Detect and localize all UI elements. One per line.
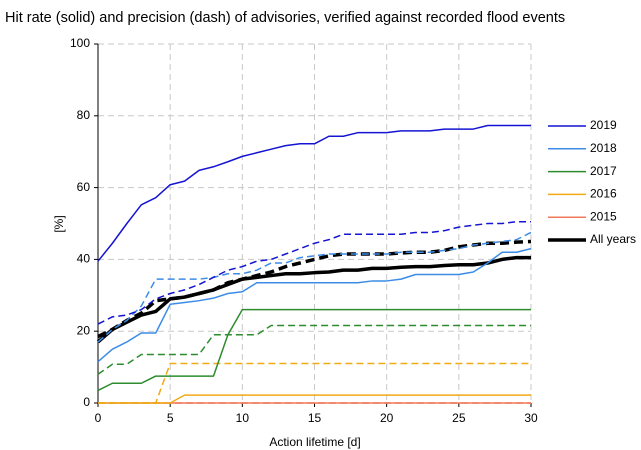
hit-rate-line: [97, 308, 531, 392]
hit-rate-line: [97, 247, 532, 363]
legend-label: All years: [590, 232, 636, 246]
y-tick-label: 20: [77, 323, 91, 337]
x-tick-label: 20: [380, 411, 394, 425]
x-tick-label: 15: [308, 411, 322, 425]
x-tick-label: 5: [167, 411, 174, 425]
precision-line: [97, 239, 532, 339]
x-tick-label: 30: [524, 411, 538, 425]
precision-line: [98, 362, 531, 404]
legend-label: 2015: [590, 209, 617, 223]
y-tick-label: 40: [77, 252, 91, 266]
y-tick-label: 100: [70, 36, 90, 50]
legend-label: 2019: [590, 118, 617, 132]
hit-rate-line: [96, 255, 531, 344]
legend-label: 2018: [590, 141, 617, 155]
hit-rate-line: [97, 124, 531, 262]
y-axis-label: [%]: [52, 215, 66, 232]
y-tick-label: 0: [83, 395, 90, 409]
precision-line: [97, 324, 531, 375]
chart-title: Hit rate (solid) and precision (dash) of…: [5, 10, 565, 26]
x-tick-label: 25: [452, 411, 466, 425]
legend-label: 2017: [590, 164, 617, 178]
hit-rate-line: [98, 394, 531, 404]
y-tick-label: 80: [77, 108, 91, 122]
y-tick-label: 60: [77, 180, 91, 194]
legend-label: 2016: [590, 187, 617, 201]
x-tick-label: 10: [236, 411, 250, 425]
x-tick-label: 0: [95, 411, 102, 425]
x-axis-label: Action lifetime [d]: [269, 435, 360, 449]
precision-line: [97, 231, 532, 343]
precision-line: [97, 220, 531, 325]
